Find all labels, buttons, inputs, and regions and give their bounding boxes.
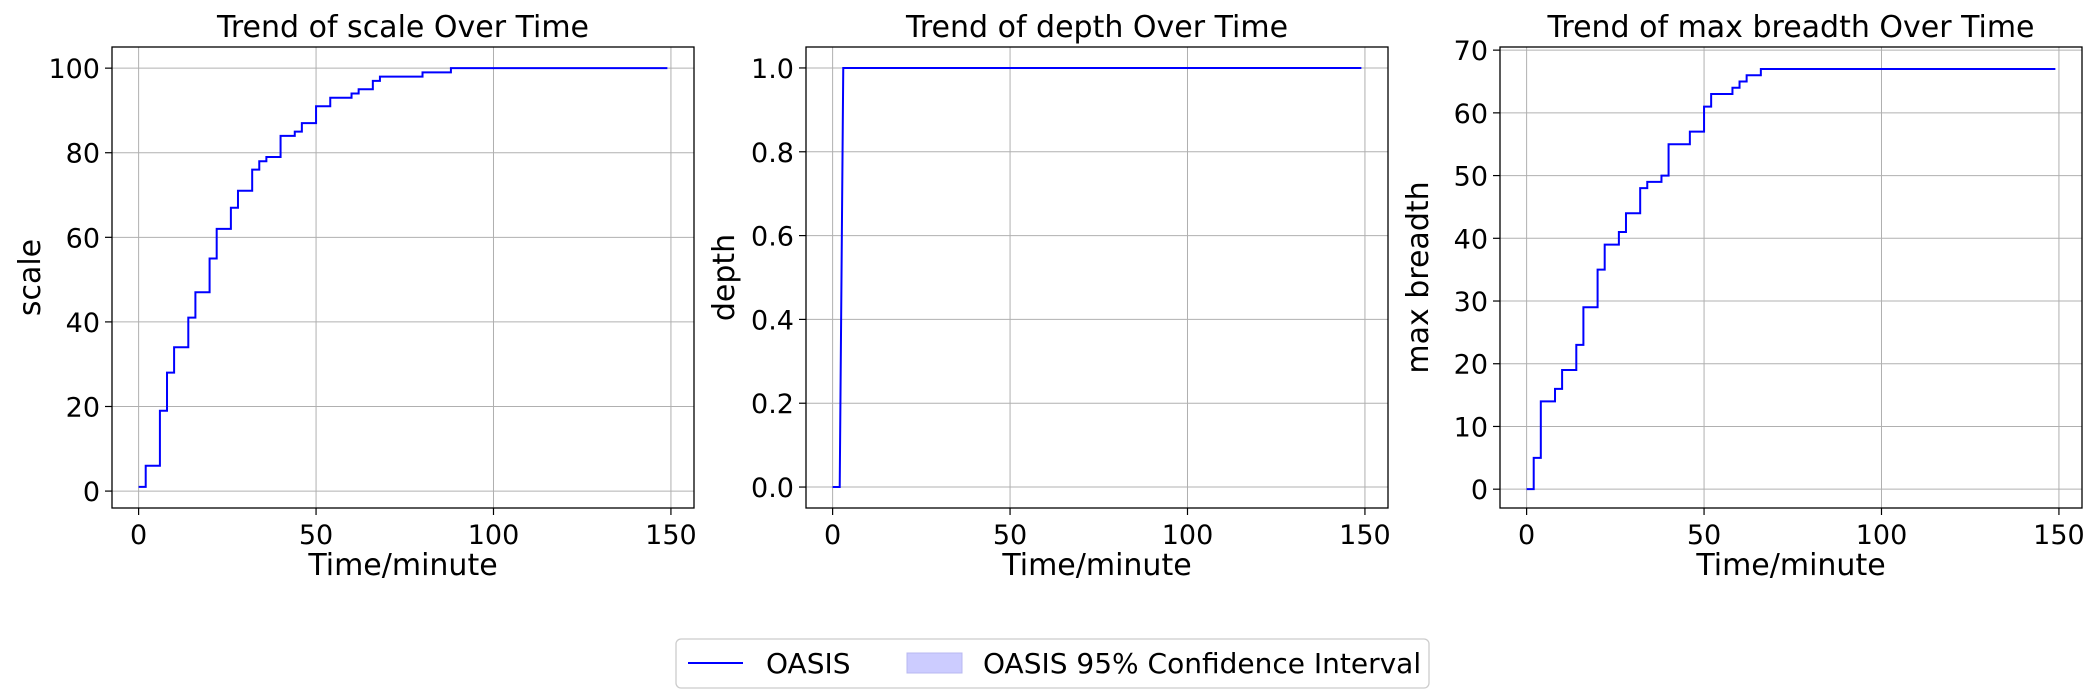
chart-title: Trend of max breadth Over Time <box>1546 10 2034 45</box>
chart-title: Trend of depth Over Time <box>905 10 1288 45</box>
chart-panel-3: 0 50 100 150 0 10 20 30 40 50 60 70 Trend of max bre… <box>1401 10 2085 583</box>
plot-frame <box>1499 46 2083 509</box>
plot-frame <box>805 46 1389 509</box>
x-axis-label: Time/minute <box>1695 548 1885 583</box>
y-axis-label: scale <box>13 239 48 316</box>
y-tick-label: 0.6 <box>751 222 794 253</box>
legend-interval-swatch <box>906 652 963 674</box>
x-tick-label: 100 <box>468 520 520 551</box>
y-axis-label: max breadth <box>1401 181 1436 373</box>
x-tick-label: 50 <box>993 520 1027 551</box>
y-tick-label: 30 <box>1454 287 1488 318</box>
y-tick-label: 80 <box>66 139 100 170</box>
y-tick-label: 0.0 <box>751 473 794 504</box>
y-tick-label: 50 <box>1454 162 1488 193</box>
x-tick-label: 50 <box>1687 520 1721 551</box>
chart-panel-1: 0 50 100 150 0 20 40 60 80 100 Trend of scale Over… <box>13 10 697 583</box>
y-tick-label: 0 <box>83 477 100 508</box>
chart-panel-2: 0 50 100 150 0.0 0.2 0.4 0.6 0.8 1.0 Trend of dept… <box>707 10 1391 583</box>
y-tick-label: 0 <box>1471 475 1488 506</box>
y-tick-label: 60 <box>1454 99 1488 130</box>
x-tick-label: 150 <box>2033 520 2085 551</box>
y-tick-label: 10 <box>1454 412 1488 443</box>
y-tick-label: 20 <box>66 392 100 423</box>
x-tick-label: 0 <box>130 520 147 551</box>
plot-frame <box>111 46 695 509</box>
legend: OASIS OASIS 95% Confidence Interval <box>675 638 1430 689</box>
y-tick-label: 100 <box>48 54 100 85</box>
series-line <box>1526 67 2056 491</box>
y-tick-label: 40 <box>1454 224 1488 255</box>
y-tick-label: 20 <box>1454 350 1488 381</box>
x-tick-label: 0 <box>1518 520 1535 551</box>
legend-line-label: OASIS <box>766 647 851 680</box>
y-axis-label: depth <box>707 234 742 321</box>
x-tick-label: 100 <box>1162 520 1214 551</box>
y-tick-label: 1.0 <box>751 54 794 85</box>
legend-interval-label: OASIS 95% Confidence Interval <box>983 647 1421 680</box>
series-line <box>138 67 668 488</box>
x-axis-label: Time/minute <box>307 548 497 583</box>
y-tick-label: 0.2 <box>751 389 794 420</box>
y-tick-label: 60 <box>66 223 100 254</box>
chart-title: Trend of scale Over Time <box>216 10 589 45</box>
series-line <box>832 66 1362 489</box>
y-tick-label: 70 <box>1454 36 1488 67</box>
x-tick-label: 150 <box>1339 520 1391 551</box>
x-axis-label: Time/minute <box>1001 548 1191 583</box>
x-tick-label: 150 <box>645 520 697 551</box>
y-tick-label: 0.8 <box>751 138 794 169</box>
legend-box <box>675 638 1430 689</box>
y-tick-label: 40 <box>66 308 100 339</box>
y-tick-label: 0.4 <box>751 305 794 336</box>
x-tick-label: 100 <box>1856 520 1908 551</box>
x-tick-label: 50 <box>299 520 333 551</box>
x-tick-label: 0 <box>824 520 841 551</box>
